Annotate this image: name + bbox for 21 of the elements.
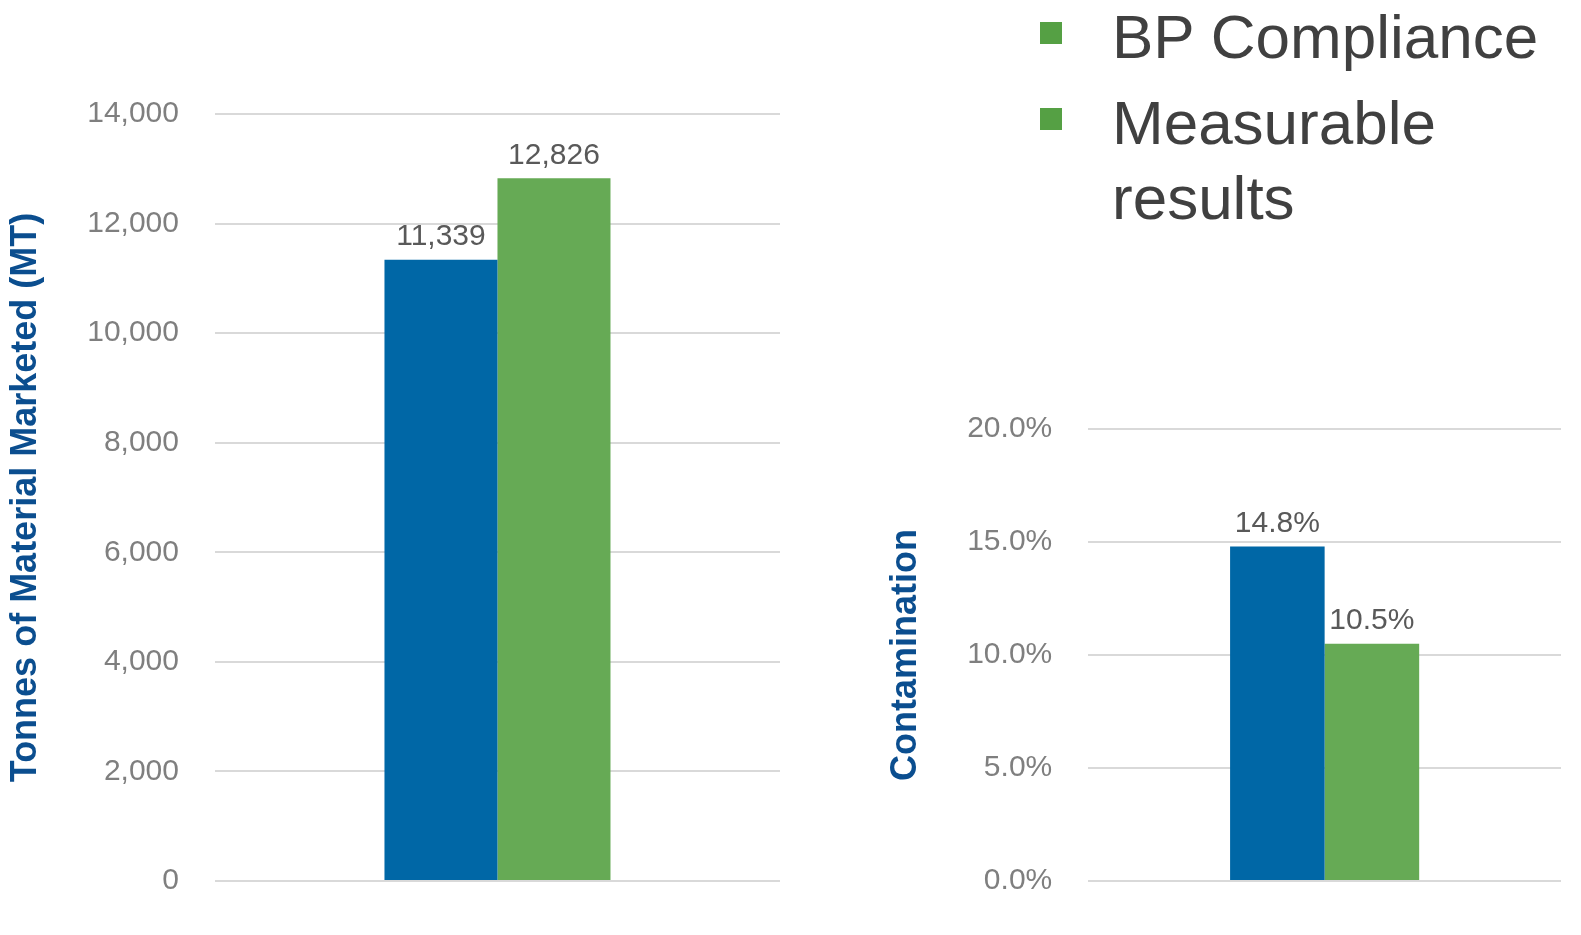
y-tick-label: 15.0%: [967, 523, 1053, 557]
data-label: 12,826: [508, 136, 600, 170]
y-tick-label: 6,000: [103, 533, 179, 567]
text: BP Compliance: [1112, 1, 1540, 73]
y-tick-label: 8,000: [103, 423, 179, 457]
y-tick-label: 5.0%: [983, 749, 1053, 783]
y-tick-label: 10,000: [87, 314, 179, 348]
y-tick-label: 20.0%: [967, 410, 1053, 444]
y-tick-label: 2,000: [103, 752, 179, 786]
text: Measurable results: [1112, 87, 1437, 234]
y-axis-title: Tonnes of Material Marketed (MT): [2, 212, 44, 783]
data-label: 10.5%: [1329, 601, 1415, 635]
y-tick-label: 10.0%: [967, 636, 1053, 670]
data-label: 11,339: [396, 218, 486, 252]
y-tick-label: 12,000: [87, 204, 179, 238]
data-label: 14.8%: [1234, 504, 1320, 538]
y-tick-label: 4,000: [103, 643, 179, 677]
y-tick-label: 14,000: [87, 95, 179, 129]
y-axis-title: Contamination: [882, 529, 924, 781]
y-tick-label: 0.0%: [983, 862, 1053, 896]
y-tick-label: 0: [162, 862, 179, 896]
